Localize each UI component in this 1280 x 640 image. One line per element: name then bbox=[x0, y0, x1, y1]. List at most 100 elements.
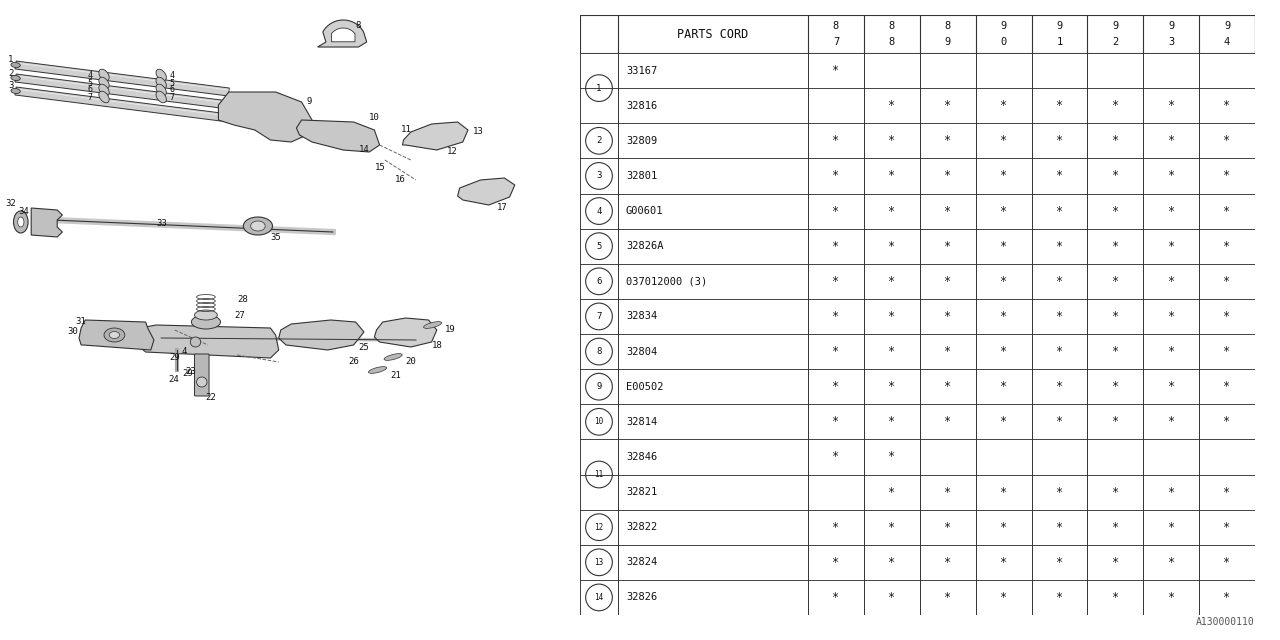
Text: 32834: 32834 bbox=[626, 312, 657, 321]
Text: 5: 5 bbox=[169, 79, 174, 88]
Text: 2: 2 bbox=[1112, 36, 1119, 47]
Text: *: * bbox=[1056, 380, 1062, 393]
Bar bbox=[580, 228, 1254, 264]
Text: *: * bbox=[1112, 556, 1119, 569]
Text: *: * bbox=[1167, 134, 1175, 147]
Text: *: * bbox=[832, 64, 840, 77]
Text: 15: 15 bbox=[375, 163, 385, 172]
Text: 9: 9 bbox=[1112, 21, 1119, 31]
Ellipse shape bbox=[99, 69, 109, 81]
Bar bbox=[580, 545, 1254, 580]
Text: *: * bbox=[888, 415, 896, 428]
Text: *: * bbox=[1167, 380, 1175, 393]
Text: *: * bbox=[1167, 415, 1175, 428]
Text: *: * bbox=[1224, 415, 1230, 428]
Text: 9: 9 bbox=[1001, 21, 1006, 31]
Text: *: * bbox=[1167, 556, 1175, 569]
FancyBboxPatch shape bbox=[195, 354, 209, 396]
Text: PARTS CORD: PARTS CORD bbox=[677, 28, 749, 40]
Polygon shape bbox=[31, 208, 63, 237]
Text: *: * bbox=[1056, 415, 1062, 428]
Circle shape bbox=[191, 337, 201, 347]
Text: *: * bbox=[832, 345, 840, 358]
Text: *: * bbox=[945, 170, 951, 182]
Text: 32: 32 bbox=[5, 200, 15, 209]
Text: *: * bbox=[888, 521, 896, 534]
Text: *: * bbox=[1056, 345, 1062, 358]
Polygon shape bbox=[15, 74, 229, 109]
Text: *: * bbox=[1224, 345, 1230, 358]
Polygon shape bbox=[279, 320, 364, 350]
Text: 9: 9 bbox=[1056, 21, 1062, 31]
Ellipse shape bbox=[12, 63, 20, 68]
Ellipse shape bbox=[156, 92, 166, 103]
Text: 24: 24 bbox=[169, 376, 179, 385]
Text: *: * bbox=[1000, 415, 1007, 428]
Text: 33: 33 bbox=[156, 220, 166, 228]
Text: 3: 3 bbox=[9, 81, 14, 90]
Text: *: * bbox=[888, 240, 896, 253]
Text: *: * bbox=[1000, 486, 1007, 499]
Text: 32816: 32816 bbox=[626, 100, 657, 111]
Text: 5: 5 bbox=[596, 242, 602, 251]
Text: *: * bbox=[1167, 591, 1175, 604]
Text: *: * bbox=[1000, 380, 1007, 393]
Text: *: * bbox=[1056, 310, 1062, 323]
Text: 4: 4 bbox=[182, 348, 187, 356]
Ellipse shape bbox=[192, 315, 220, 329]
Text: 0: 0 bbox=[1001, 36, 1006, 47]
Ellipse shape bbox=[99, 92, 109, 103]
Text: *: * bbox=[888, 345, 896, 358]
Ellipse shape bbox=[156, 77, 166, 89]
Text: *: * bbox=[1000, 205, 1007, 218]
Text: *: * bbox=[888, 380, 896, 393]
Text: *: * bbox=[832, 170, 840, 182]
Text: *: * bbox=[945, 345, 951, 358]
Text: *: * bbox=[945, 99, 951, 112]
Text: *: * bbox=[945, 556, 951, 569]
Text: *: * bbox=[888, 451, 896, 463]
Text: *: * bbox=[1167, 240, 1175, 253]
Ellipse shape bbox=[156, 84, 166, 96]
Text: *: * bbox=[888, 205, 896, 218]
Text: 10: 10 bbox=[594, 417, 604, 426]
Bar bbox=[580, 88, 1254, 124]
Ellipse shape bbox=[156, 69, 166, 81]
Text: 7: 7 bbox=[169, 93, 174, 102]
Text: *: * bbox=[1112, 170, 1119, 182]
Ellipse shape bbox=[109, 332, 119, 339]
Bar bbox=[580, 474, 1254, 509]
Polygon shape bbox=[79, 320, 154, 350]
Text: *: * bbox=[1112, 486, 1119, 499]
Text: *: * bbox=[945, 486, 951, 499]
Text: *: * bbox=[888, 556, 896, 569]
Text: 32822: 32822 bbox=[626, 522, 657, 532]
Text: *: * bbox=[945, 591, 951, 604]
Text: *: * bbox=[832, 310, 840, 323]
Text: 4: 4 bbox=[596, 207, 602, 216]
Polygon shape bbox=[137, 325, 279, 358]
Text: 28: 28 bbox=[237, 296, 248, 305]
Ellipse shape bbox=[384, 354, 402, 360]
Text: 1: 1 bbox=[596, 84, 602, 93]
Text: 8: 8 bbox=[356, 22, 361, 31]
Text: *: * bbox=[1000, 310, 1007, 323]
Text: *: * bbox=[945, 275, 951, 288]
Text: *: * bbox=[1112, 134, 1119, 147]
Ellipse shape bbox=[424, 322, 442, 328]
Text: *: * bbox=[945, 205, 951, 218]
Text: *: * bbox=[1112, 380, 1119, 393]
Ellipse shape bbox=[18, 217, 24, 227]
Text: *: * bbox=[888, 134, 896, 147]
Bar bbox=[580, 440, 1254, 474]
Polygon shape bbox=[332, 28, 355, 42]
Text: *: * bbox=[832, 415, 840, 428]
Text: 32826A: 32826A bbox=[626, 241, 663, 251]
Text: *: * bbox=[832, 521, 840, 534]
Bar bbox=[580, 299, 1254, 334]
Text: 7: 7 bbox=[596, 312, 602, 321]
Bar bbox=[580, 509, 1254, 545]
Text: E00502: E00502 bbox=[626, 381, 663, 392]
Text: *: * bbox=[1167, 205, 1175, 218]
Bar bbox=[580, 264, 1254, 299]
